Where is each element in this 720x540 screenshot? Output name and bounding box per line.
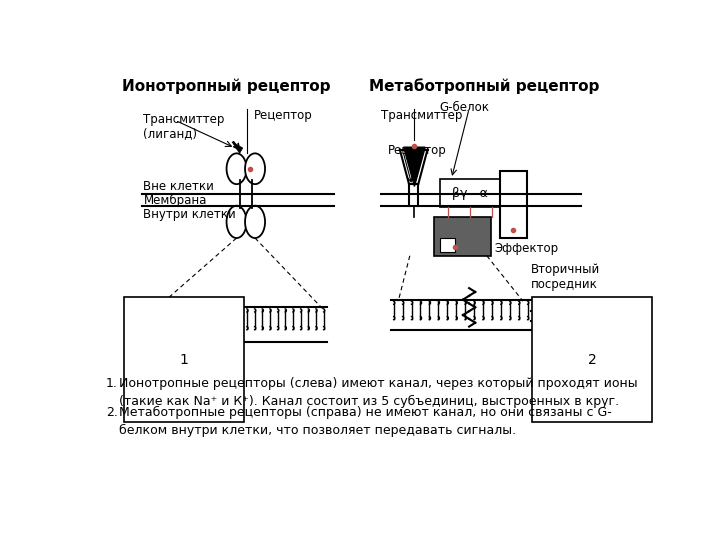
Ellipse shape [245, 206, 265, 238]
FancyBboxPatch shape [240, 184, 252, 194]
Text: 1: 1 [180, 353, 189, 367]
Text: Вторичный
посредник: Вторичный посредник [531, 264, 600, 292]
Text: Внутри клетки: Внутри клетки [143, 208, 236, 221]
Bar [433, 217, 490, 256]
Text: Мембрана: Мембрана [143, 194, 207, 207]
Text: Ионотропный рецептор: Ионотропный рецептор [122, 79, 330, 94]
Ellipse shape [227, 153, 246, 184]
Bar [440, 179, 500, 207]
Polygon shape [404, 147, 426, 186]
Ellipse shape [410, 141, 418, 146]
Bar [440, 239, 455, 252]
Text: Метаботропные рецепторы (справа) не имеют канал, но они связаны с G-
белком внут: Метаботропные рецепторы (справа) не имею… [119, 406, 611, 437]
Text: 1.: 1. [106, 377, 117, 390]
Ellipse shape [227, 206, 246, 238]
Text: Рецептор: Рецептор [388, 144, 447, 157]
Text: Трансмиттер
(лиганд): Трансмиттер (лиганд) [143, 112, 225, 140]
Polygon shape [232, 142, 243, 153]
Text: Эффектор: Эффектор [495, 241, 559, 254]
Bar [500, 171, 527, 238]
Text: G-белок: G-белок [440, 101, 490, 114]
Text: Метаботропный рецептор: Метаботропный рецептор [369, 79, 600, 94]
Ellipse shape [245, 153, 265, 184]
Text: Ионотропные рецепторы (слева) имеют канал, через который проходят ионы
(такие ка: Ионотропные рецепторы (слева) имеют кана… [119, 377, 637, 408]
Text: Рецептор: Рецептор [253, 109, 312, 122]
Text: Трансмиттер: Трансмиттер [382, 109, 463, 122]
Text: Вне клетки: Вне клетки [143, 180, 215, 193]
Text: βγ   α: βγ α [452, 186, 487, 199]
Text: 2.: 2. [106, 406, 117, 419]
FancyBboxPatch shape [240, 194, 252, 206]
Text: 2: 2 [588, 353, 597, 367]
